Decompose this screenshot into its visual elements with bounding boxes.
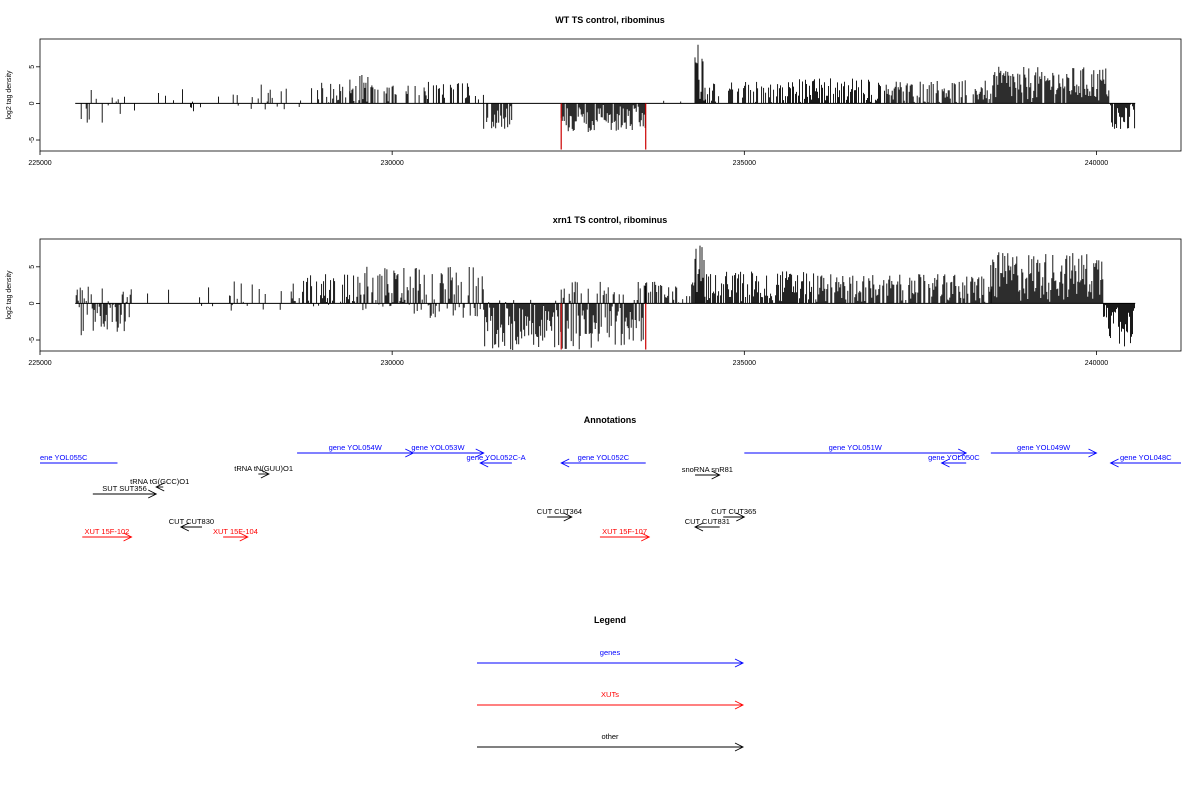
wt-track-title: WT TS control, ribominus: [555, 15, 665, 25]
feature-arrowhead: [641, 532, 651, 542]
feature-label: gene YOL049W: [1017, 443, 1071, 452]
feature-arrowhead: [736, 512, 746, 522]
feature-snorna-snr81: snoRNA snR81: [682, 465, 733, 480]
feature-label: XUT 15F-104: [213, 527, 258, 536]
legend-arrowhead: [734, 658, 745, 668]
feature-arrowhead: [694, 522, 704, 532]
feature-label: SUT SUT356: [102, 484, 146, 493]
feature-sut-sut356: SUT SUT356: [92, 484, 158, 499]
feature-label: tRNA tN(GUU)O1: [234, 464, 293, 473]
wt-track-ylabel: log2 tag density: [6, 70, 13, 120]
legend-panel: Legend genes XUTs other: [477, 615, 745, 752]
feature-label: gene YOL052C: [578, 453, 630, 462]
feature-arrowhead: [1109, 458, 1119, 468]
feature-xut-15f-104: XUT 15F-104: [213, 527, 258, 542]
legend-arrowhead: [734, 742, 745, 752]
feature-arrowhead: [957, 448, 968, 458]
xrn1-track-frame: [39, 238, 1182, 352]
feature-xut-15f-102: XUT 15F-102: [82, 527, 133, 542]
feature-gene-yol049w: gene YOL049W: [990, 443, 1098, 458]
legend-label: XUTs: [601, 690, 619, 699]
feature-arrowhead: [179, 522, 190, 532]
feature-label: XUT 15F-102: [84, 527, 129, 536]
feature-trna-tn-guu-o1: tRNA tN(GUU)O1: [234, 464, 293, 479]
feature-ene-yol055c: ene YOL055C: [40, 453, 118, 464]
feature-arrowhead: [479, 458, 489, 468]
feature-xut-15f-107: XUT 15F-107: [599, 527, 651, 542]
feature-label: tRNA tG(GCC)O1: [130, 477, 189, 486]
wt-ytick-label: 0: [29, 101, 36, 105]
feature-label: gene YOL054W: [329, 443, 383, 452]
feature-gene-yol052c-a: gene YOL052C-A: [467, 453, 526, 468]
feature-arrowhead: [940, 458, 950, 468]
xrn1-track-title: xrn1 TS control, ribominus: [553, 215, 668, 225]
feature-label: gene YOL052C-A: [467, 453, 526, 462]
wt-xtick-label: 240000: [1085, 160, 1108, 167]
feature-label: CUT CUT830: [169, 517, 214, 526]
xrn1-ytick-label: -5: [29, 337, 36, 343]
feature-arrowhead: [711, 470, 721, 480]
feature-label: gene YOL051W: [829, 443, 883, 452]
xrn1-xtick-label: 240000: [1085, 360, 1108, 367]
xrn1-ytick-label: 5: [29, 265, 36, 269]
feature-arrowhead: [563, 512, 573, 522]
xrn1-ytick-label: 0: [29, 301, 36, 305]
feature-gene-yol054w: gene YOL054W: [297, 443, 415, 458]
annotations-title: Annotations: [584, 415, 637, 425]
wt-xtick-label: 225000: [28, 160, 51, 167]
legend-label: other: [601, 732, 619, 741]
feature-gene-yol053w: gene YOL053W: [392, 443, 485, 458]
feature-cut-cut364: CUT CUT364: [537, 507, 582, 522]
feature-arrowhead: [239, 532, 249, 542]
feature-label: CUT CUT364: [537, 507, 582, 516]
feature-gene-yol051w: gene YOL051W: [744, 443, 968, 458]
xrn1-xtick-label: 225000: [28, 360, 51, 367]
xrn1-xtick-label: 230000: [380, 360, 403, 367]
legend-item-other: other: [477, 732, 745, 752]
wt-ytick-label: -5: [29, 137, 36, 143]
feature-gene-yol052c: gene YOL052C: [560, 453, 646, 468]
legend-item-xuts: XUTs: [477, 690, 745, 710]
feature-label: CUT CUT365: [711, 507, 756, 516]
feature-cut-cut830: CUT CUT830: [169, 517, 214, 532]
feature-arrowhead: [123, 532, 133, 542]
feature-arrowhead: [260, 469, 270, 479]
feature-trna-tg-gcc-o1: tRNA tG(GCC)O1: [130, 477, 189, 492]
feature-gene-yol050c: gene YOL050C: [928, 453, 980, 468]
wt-xtick-label: 230000: [380, 160, 403, 167]
feature-cut-cut365: CUT CUT365: [711, 507, 756, 522]
feature-label: gene YOL053W: [411, 443, 465, 452]
feature-arrowhead: [148, 489, 158, 499]
feature-arrowhead: [475, 448, 485, 458]
wt-track-panel: WT TS control, ribominus log2 tag densit…: [6, 15, 1182, 167]
feature-label: XUT 15F-107: [602, 527, 647, 536]
legend-arrowhead: [734, 700, 745, 710]
wt-ytick-label: 5: [29, 65, 36, 69]
feature-label: CUT CUT831: [685, 517, 730, 526]
feature-label: ene YOL055C: [40, 453, 88, 462]
feature-arrowhead: [560, 458, 570, 468]
feature-cut-cut831: CUT CUT831: [685, 517, 730, 532]
wt-track-frame: [39, 38, 1182, 152]
feature-gene-yol048c: gene YOL048C: [1109, 453, 1181, 468]
wt-xtick-label: 235000: [733, 160, 756, 167]
annotations-panel: Annotations ene YOL055C gene YOL054W gene …: [40, 415, 1181, 542]
legend-item-genes: genes: [477, 648, 745, 668]
legend-label: genes: [600, 648, 621, 657]
xrn1-track-panel: xrn1 TS control, ribominus log2 tag dens…: [6, 215, 1182, 367]
feature-label: gene YOL048C: [1120, 453, 1172, 462]
feature-arrowhead: [1088, 448, 1098, 458]
feature-arrowhead: [155, 482, 165, 492]
legend-title: Legend: [594, 615, 626, 625]
xrn1-xtick-label: 235000: [733, 360, 756, 367]
xrn1-track-ylabel: log2 tag density: [6, 270, 13, 320]
feature-label: snoRNA snR81: [682, 465, 733, 474]
feature-label: gene YOL050C: [928, 453, 980, 462]
